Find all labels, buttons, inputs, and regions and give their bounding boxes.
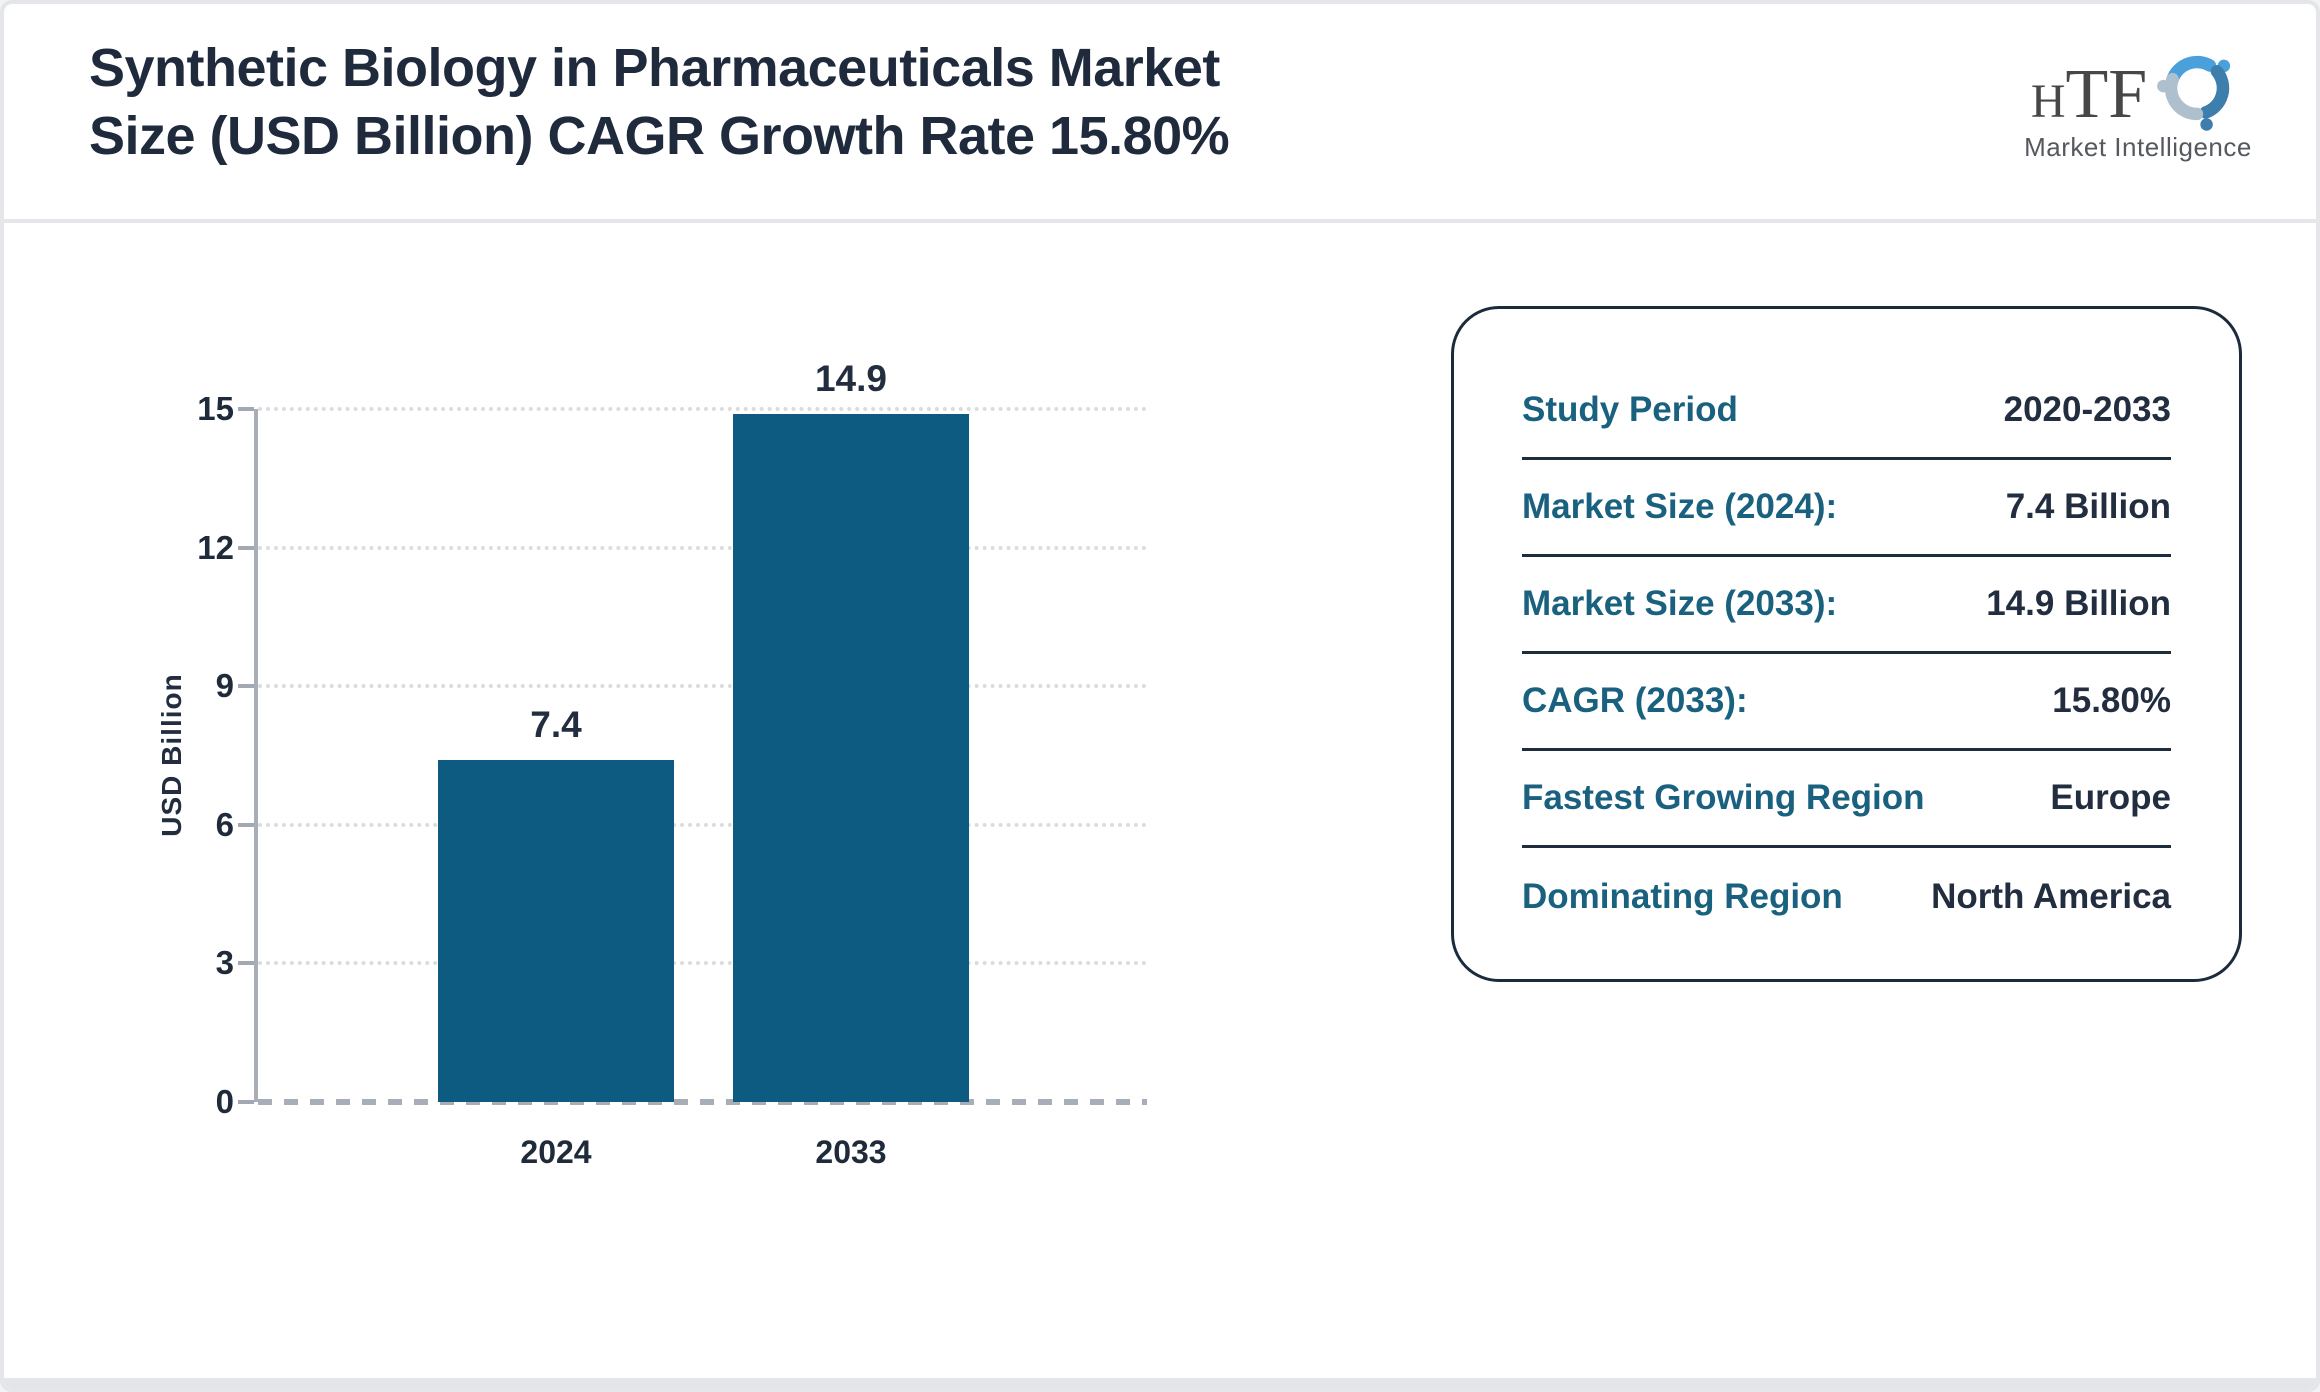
bottom-strip xyxy=(4,1378,2316,1388)
y-tick-label: 3 xyxy=(215,944,234,982)
title-line-2: Size (USD Billion) CAGR Growth Rate 15.8… xyxy=(89,106,1230,166)
logo-wordmark: HTF xyxy=(2031,60,2147,130)
logo-letters-tf: TF xyxy=(2065,56,2148,133)
info-row-label: Dominating Region xyxy=(1522,876,1843,916)
y-tick-mark xyxy=(238,684,254,689)
info-row-label: CAGR (2033): xyxy=(1522,681,1748,720)
plot-area: 0 3 6 9 12 15 7.4 2024 14.9 2033 xyxy=(197,358,1147,1170)
y-tick-label: 12 xyxy=(197,528,234,566)
title-line-1: Synthetic Biology in Pharmaceuticals Mar… xyxy=(89,38,1220,98)
y-tick-mark xyxy=(238,1100,254,1104)
info-row-value: North America xyxy=(1931,876,2171,916)
bar-value-label: 14.9 xyxy=(814,357,887,399)
info-row-label: Study Period xyxy=(1522,390,1738,429)
gridline xyxy=(258,545,1147,550)
bar-2024 xyxy=(438,760,674,1102)
logo-row: HTF xyxy=(2018,40,2258,131)
y-tick-label: 9 xyxy=(215,667,234,705)
gridline xyxy=(258,684,1147,689)
y-tick-label: 15 xyxy=(197,390,234,427)
info-row-value: 7.4 Billion xyxy=(2005,487,2171,526)
header: Synthetic Biology in Pharmaceuticals Mar… xyxy=(4,4,2316,219)
x-tick-label: 2024 xyxy=(520,1134,592,1170)
page-title: Synthetic Biology in Pharmaceuticals Mar… xyxy=(89,34,1230,170)
y-tick-mark xyxy=(238,545,254,550)
info-panel-row: Dominating Region North America xyxy=(1522,848,2171,945)
header-divider xyxy=(4,219,2316,223)
info-panel-row: Fastest Growing Region Europe xyxy=(1522,751,2171,848)
info-row-label: Fastest Growing Region xyxy=(1522,778,1925,817)
x-tick-label: 2033 xyxy=(815,1134,887,1170)
bar-value-label: 7.4 xyxy=(530,704,582,746)
logo-subtitle: Market Intelligence xyxy=(2024,132,2252,162)
info-row-value: Europe xyxy=(2050,778,2171,817)
y-tick-label: 6 xyxy=(215,805,234,843)
y-axis-line xyxy=(254,409,258,1102)
logo-letter-h: H xyxy=(2030,75,2066,128)
y-tick-mark xyxy=(238,961,254,966)
y-tick-label: 0 xyxy=(215,1083,234,1120)
y-tick-mark xyxy=(238,407,254,411)
x-axis-baseline xyxy=(258,1099,1147,1105)
htf-logo: HTF Market Intelligence xyxy=(2018,40,2258,163)
info-row-value: 14.9 Billion xyxy=(1986,584,2171,623)
gridline xyxy=(258,407,1147,411)
info-panel-row: Study Period 2020-2033 xyxy=(1522,363,2171,460)
gridline xyxy=(258,961,1147,966)
info-row-value: 2020-2033 xyxy=(2003,390,2171,429)
info-row-label: Market Size (2033): xyxy=(1522,584,1838,623)
info-panel-row: CAGR (2033): 15.80% xyxy=(1522,654,2171,751)
info-panel-row: Market Size (2024): 7.4 Billion xyxy=(1522,460,2171,557)
logo-people-swirl-icon xyxy=(2157,55,2231,131)
bar-2033 xyxy=(733,413,969,1102)
info-row-label: Market Size (2024): xyxy=(1522,487,1838,526)
info-panel: Study Period 2020-2033 Market Size (2024):… xyxy=(1451,306,2242,982)
info-row-value: 15.80% xyxy=(2052,681,2171,720)
gridline xyxy=(258,822,1147,827)
y-tick-mark xyxy=(238,822,254,827)
info-panel-row: Market Size (2033): 14.9 Billion xyxy=(1522,557,2171,654)
